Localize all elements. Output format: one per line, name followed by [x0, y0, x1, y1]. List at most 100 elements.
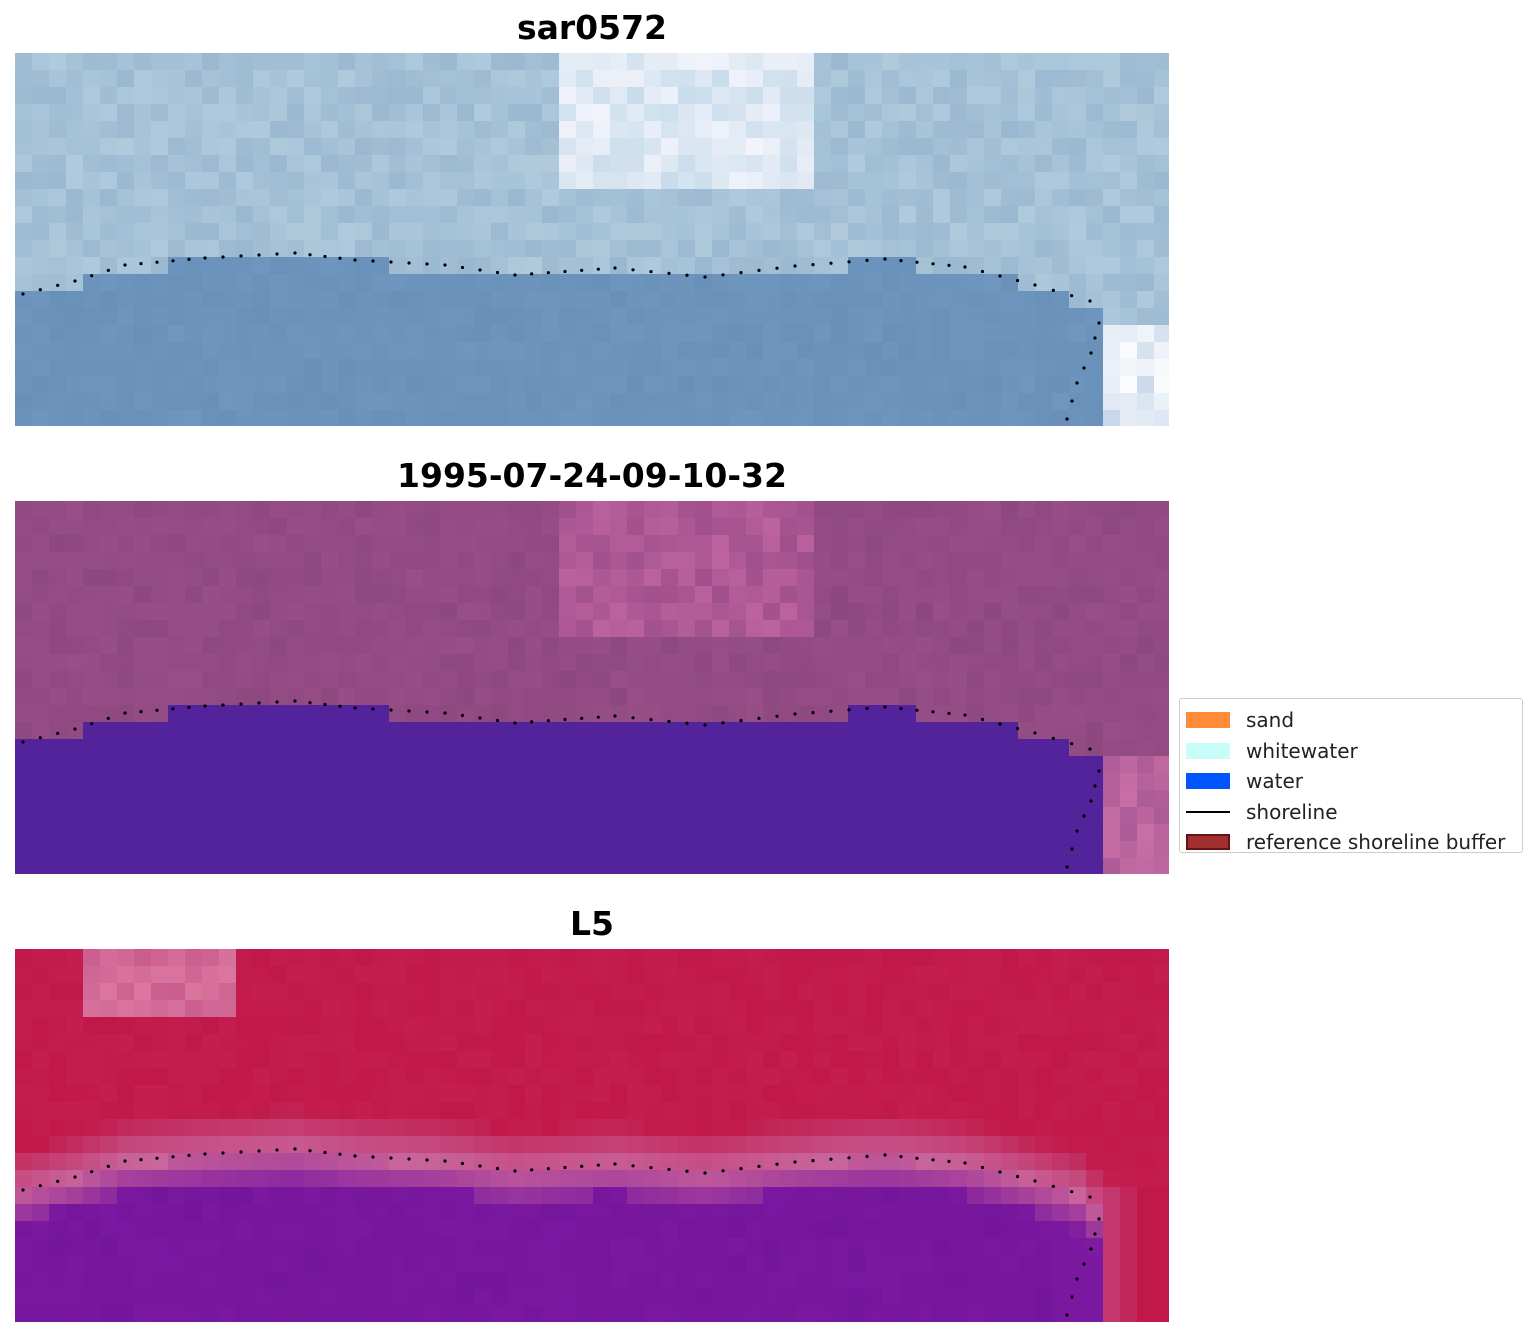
pixel-cell: [559, 620, 577, 638]
pixel-cell: [372, 70, 390, 88]
pixel-cell: [134, 240, 152, 258]
pixel-cell: [712, 53, 730, 71]
pixel-cell: [644, 155, 662, 173]
pixel-cell: [661, 1000, 679, 1018]
pixel-cell: [610, 1034, 628, 1052]
pixel-cell: [865, 824, 883, 842]
pixel-cell: [49, 104, 67, 122]
pixel-cell: [66, 393, 84, 411]
pixel-cell: [49, 325, 67, 343]
pixel-cell: [865, 790, 883, 808]
pixel-cell: [729, 773, 747, 791]
pixel-cell: [491, 858, 509, 874]
pixel-cell: [831, 53, 849, 71]
pixel-cell: [695, 518, 713, 536]
pixel-cell: [984, 257, 1002, 275]
pixel-cell: [1120, 1170, 1138, 1188]
pixel-cell: [661, 104, 679, 122]
pixel-cell: [848, 1085, 866, 1103]
pixel-cell: [117, 1255, 135, 1273]
pixel-cell: [66, 756, 84, 774]
pixel-cell: [1001, 342, 1019, 360]
pixel-cell: [355, 807, 373, 825]
pixel-cell: [525, 688, 543, 706]
pixel-cell: [15, 739, 33, 757]
pixel-cell: [1103, 1119, 1121, 1137]
pixel-cell: [491, 291, 509, 309]
pixel-cell: [355, 1187, 373, 1205]
pixel-cell: [474, 274, 492, 292]
pixel-cell: [253, 1051, 271, 1069]
pixel-cell: [746, 1255, 764, 1273]
pixel-cell: [933, 87, 951, 105]
pixel-cell: [219, 1289, 237, 1307]
pixel-cell: [219, 773, 237, 791]
pixel-cell: [49, 138, 67, 156]
pixel-cell: [950, 53, 968, 71]
pixel-cell: [304, 1034, 322, 1052]
shoreline-point: [980, 269, 985, 274]
pixel-cell: [933, 501, 951, 519]
pixel-cell: [763, 1221, 781, 1239]
pixel-cell: [372, 637, 390, 655]
pixel-cell: [848, 1119, 866, 1137]
pixel-cell: [100, 189, 118, 207]
pixel-cell: [746, 603, 764, 621]
pixel-cell: [168, 1187, 186, 1205]
pixel-cell: [559, 393, 577, 411]
shoreline-point: [407, 1157, 411, 1161]
pixel-cell: [848, 858, 866, 874]
pixel-cell: [236, 274, 254, 292]
pixel-cell: [831, 603, 849, 621]
pixel-cell: [491, 206, 509, 224]
pixel-cell: [712, 688, 730, 706]
pixel-cell: [678, 637, 696, 655]
pixel-cell: [763, 824, 781, 842]
pixel-cell: [253, 87, 271, 105]
pixel-cell: [117, 1051, 135, 1069]
pixel-cell: [593, 325, 611, 343]
pixel-cell: [66, 1255, 84, 1273]
shoreline-point: [1088, 1195, 1092, 1199]
pixel-cell: [984, 53, 1002, 71]
pixel-cell: [967, 1289, 985, 1307]
pixel-cell: [83, 637, 101, 655]
pixel-cell: [355, 1170, 373, 1188]
pixel-cell: [1052, 841, 1070, 859]
pixel-cell: [746, 70, 764, 88]
pixel-cell: [100, 87, 118, 105]
pixel-cell: [134, 773, 152, 791]
shoreline-point: [478, 268, 482, 272]
pixel-cell: [117, 603, 135, 621]
pixel-cell: [49, 342, 67, 360]
pixel-cell: [712, 1221, 730, 1239]
pixel-cell: [151, 53, 169, 71]
pixel-cell: [338, 359, 356, 377]
pixel-cell: [848, 518, 866, 536]
pixel-cell: [423, 121, 441, 139]
pixel-cell: [933, 53, 951, 71]
shoreline-point: [56, 283, 60, 287]
pixel-cell: [1052, 688, 1070, 706]
pixel-cell: [763, 359, 781, 377]
pixel-cell: [1018, 1034, 1036, 1052]
pixel-cell: [746, 410, 764, 426]
pixel-cell: [1120, 620, 1138, 638]
pixel-cell: [627, 53, 645, 71]
pixel-cell: [219, 1306, 237, 1322]
pixel-cell: [406, 410, 424, 426]
pixel-cell: [661, 841, 679, 859]
pixel-cell: [831, 1085, 849, 1103]
pixel-cell: [474, 824, 492, 842]
pixel-cell: [865, 841, 883, 859]
pixel-cell: [202, 1136, 220, 1154]
pixel-cell: [780, 308, 798, 326]
pixel-cell: [780, 87, 798, 105]
pixel-cell: [729, 223, 747, 241]
pixel-cell: [1069, 671, 1087, 689]
pixel-cell: [1154, 1085, 1169, 1103]
pixel-cell: [1018, 705, 1036, 723]
pixel-cell: [610, 790, 628, 808]
pixel-cell: [678, 393, 696, 411]
pixel-cell: [389, 1102, 407, 1120]
